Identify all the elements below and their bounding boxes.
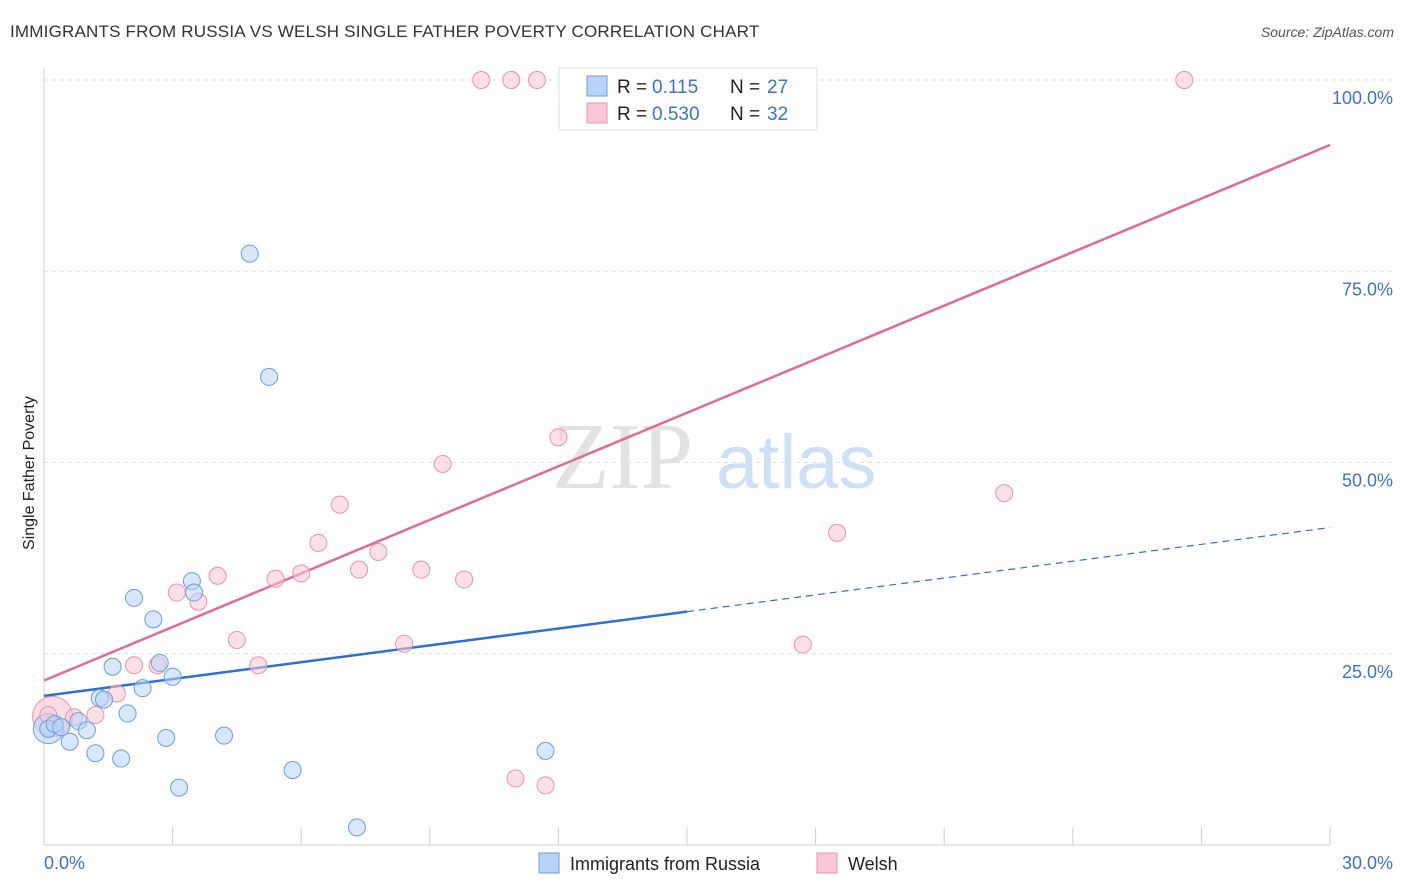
- legend-russia-n-label: N =: [730, 77, 760, 98]
- data-point-welsh: [350, 560, 369, 579]
- legend-welsh-n-value: 32: [767, 104, 788, 125]
- data-point-russia: [163, 667, 182, 686]
- trend-line-russia: [43, 610, 688, 698]
- data-point-russia: [103, 657, 122, 676]
- bottom-legend-swatch-russia: [538, 852, 560, 874]
- data-point-welsh: [167, 583, 186, 602]
- data-point-russia: [133, 679, 152, 698]
- data-point-welsh: [208, 566, 227, 585]
- trend-lines: [43, 143, 1331, 698]
- data-points: [32, 71, 1194, 837]
- y-tick-label: 100.0%: [1332, 88, 1393, 108]
- legend-swatch-welsh: [586, 102, 608, 124]
- data-point-welsh: [455, 570, 474, 589]
- bottom-legend-welsh: Welsh: [848, 854, 898, 874]
- data-point-russia: [240, 244, 259, 263]
- bottom-legend-russia: Immigrants from Russia: [570, 854, 761, 874]
- watermark: ZIP atlas: [552, 405, 877, 509]
- data-point-russia: [170, 778, 189, 797]
- watermark-atlas: atlas: [716, 420, 877, 505]
- watermark-zip: ZIP: [552, 405, 693, 509]
- chart-title: IMMIGRANTS FROM RUSSIA VS WELSH SINGLE F…: [10, 22, 760, 41]
- x-tick-label: 0.0%: [44, 853, 85, 873]
- data-point-welsh: [527, 71, 546, 89]
- data-point-russia: [86, 744, 105, 763]
- data-point-welsh: [249, 656, 268, 675]
- data-point-russia: [125, 588, 144, 607]
- data-point-russia: [157, 728, 176, 747]
- data-point-welsh: [1175, 71, 1194, 89]
- data-point-russia: [185, 583, 204, 602]
- data-point-welsh: [502, 71, 521, 89]
- data-point-russia: [52, 718, 71, 737]
- data-point-welsh: [549, 428, 568, 447]
- y-axis-label: Single Father Poverty: [21, 396, 38, 550]
- grid-lines: [44, 79, 1395, 655]
- legend-russia-r-label: R =: [617, 77, 647, 98]
- data-point-welsh: [330, 495, 349, 514]
- data-point-welsh: [86, 705, 105, 724]
- data-point-welsh: [472, 71, 491, 89]
- data-point-welsh: [125, 656, 144, 675]
- data-point-welsh: [266, 569, 285, 588]
- data-point-welsh: [536, 776, 555, 795]
- legend-swatch-russia: [586, 75, 608, 97]
- legend-russia-n-value: 27: [767, 77, 788, 98]
- legend-welsh-n-label: N =: [730, 104, 760, 125]
- trend-line-welsh: [43, 143, 1331, 682]
- data-point-russia: [215, 726, 234, 745]
- data-point-welsh: [995, 484, 1014, 503]
- data-point-russia: [95, 690, 114, 709]
- data-point-russia: [260, 367, 279, 386]
- x-tick-label: 30.0%: [1342, 853, 1393, 873]
- data-point-welsh: [506, 769, 525, 788]
- data-point-russia: [283, 761, 302, 780]
- data-point-welsh: [369, 543, 388, 562]
- data-point-welsh: [292, 564, 311, 583]
- data-point-welsh: [412, 560, 431, 579]
- y-tick-label: 50.0%: [1342, 471, 1393, 491]
- trend-line-russia-extension: [686, 526, 1331, 613]
- data-point-welsh: [227, 630, 246, 649]
- data-point-welsh: [309, 533, 328, 552]
- data-point-welsh: [828, 523, 847, 542]
- data-point-russia: [144, 610, 163, 629]
- data-point-russia: [150, 653, 169, 672]
- data-point-welsh: [793, 635, 812, 654]
- data-point-russia: [77, 721, 96, 740]
- source-label: Source: ZipAtlas.com: [1260, 24, 1394, 40]
- legend-welsh-r-value: 0.530: [652, 104, 700, 125]
- data-point-welsh: [433, 455, 452, 474]
- data-point-russia: [536, 741, 555, 760]
- data-point-welsh: [395, 634, 414, 653]
- legend-russia-r-value: 0.115: [652, 77, 698, 98]
- legend-welsh-r-label: R =: [617, 104, 647, 125]
- data-point-russia: [347, 818, 366, 837]
- y-tick-label: 75.0%: [1342, 279, 1393, 299]
- bottom-legend: Immigrants from Russia Welsh: [538, 852, 898, 874]
- data-point-russia: [118, 704, 137, 723]
- data-point-russia: [60, 732, 79, 751]
- bottom-legend-swatch-welsh: [816, 852, 838, 874]
- top-legend: R = 0.115 N = 27 R = 0.530 N = 32: [558, 67, 818, 131]
- y-tick-label: 25.0%: [1342, 662, 1393, 682]
- y-tick-labels: 25.0% 50.0% 75.0% 100.0%: [1332, 88, 1393, 682]
- data-point-russia: [112, 749, 131, 768]
- x-tick-labels: 0.0% 30.0%: [44, 853, 1393, 873]
